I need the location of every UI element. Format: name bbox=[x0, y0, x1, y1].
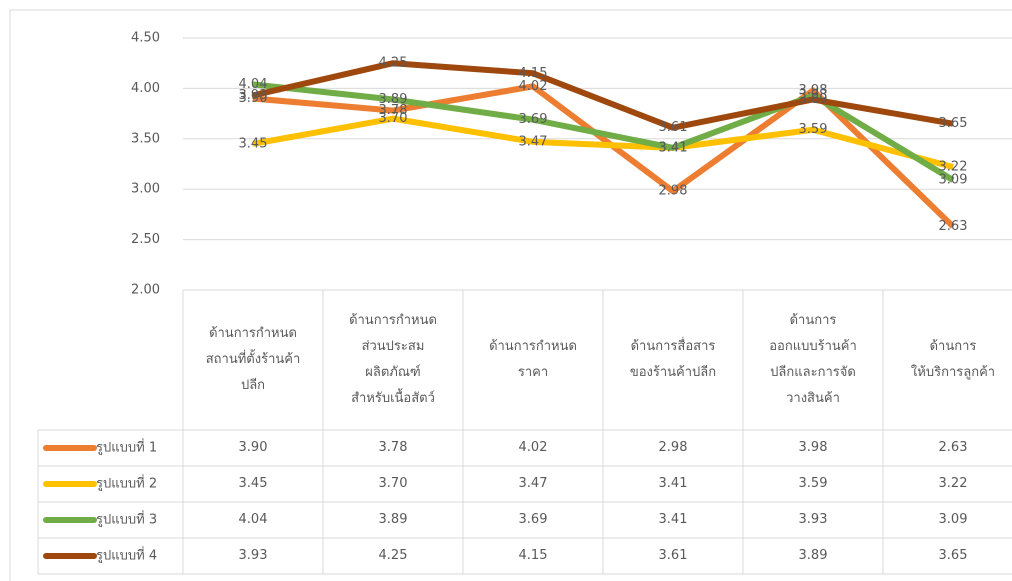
table-value: 4.04 bbox=[238, 512, 268, 527]
table-value: 3.90 bbox=[238, 440, 268, 455]
table-value: 3.47 bbox=[518, 476, 548, 491]
data-label: 4.25 bbox=[379, 56, 408, 71]
y-tick-label: 2.00 bbox=[131, 283, 160, 298]
category-label: ด้านการสื่อสาร ของร้านค้าปลีก bbox=[629, 339, 717, 380]
data-label: 3.98 bbox=[799, 83, 828, 98]
data-label: 3.93 bbox=[799, 88, 828, 103]
table-value: 3.45 bbox=[238, 476, 268, 491]
table-value: 4.15 bbox=[518, 548, 548, 563]
data-label: 3.89 bbox=[379, 92, 408, 107]
legend-label: รูปแบบที่ 4 bbox=[96, 547, 157, 564]
data-label: 3.22 bbox=[939, 160, 968, 175]
data-label: 3.61 bbox=[659, 120, 688, 135]
data-label: 3.41 bbox=[659, 140, 688, 155]
legend-label: รูปแบบที่ 3 bbox=[96, 511, 157, 528]
table-value: 3.09 bbox=[938, 512, 968, 527]
data-label: 3.78 bbox=[379, 103, 408, 118]
data-label: 3.70 bbox=[379, 111, 408, 126]
data-label: 3.93 bbox=[239, 88, 268, 103]
y-tick-label: 4.00 bbox=[131, 81, 160, 96]
table-value: 3.61 bbox=[658, 548, 688, 563]
data-label: 3.47 bbox=[519, 134, 548, 149]
data-label: 3.90 bbox=[239, 91, 268, 106]
table-value: 3.65 bbox=[938, 548, 968, 563]
table-value: 3.41 bbox=[658, 476, 688, 491]
table-value: 3.41 bbox=[658, 512, 688, 527]
category-label: ด้านการกำหนด สถานที่ตั้งร้านค้า ปลีก bbox=[205, 326, 301, 393]
data-label: 3.89 bbox=[799, 92, 828, 107]
legend-label: รูปแบบที่ 2 bbox=[96, 475, 157, 492]
data-label: 3.45 bbox=[239, 136, 268, 151]
table-value: 3.70 bbox=[378, 476, 408, 491]
table-value: 4.02 bbox=[518, 440, 548, 455]
table-value: 3.59 bbox=[798, 476, 828, 491]
data-label: 2.63 bbox=[939, 219, 968, 234]
series-line bbox=[252, 115, 954, 170]
chart-border bbox=[9, 9, 1012, 581]
y-tick-label: 4.50 bbox=[131, 31, 160, 46]
table-value: 2.98 bbox=[658, 440, 688, 455]
table-value: 2.63 bbox=[938, 440, 968, 455]
table-value: 3.22 bbox=[938, 476, 968, 491]
category-label: ด้านการ ออกแบบร้านค้า ปลีกและการจัด วางส… bbox=[769, 313, 857, 406]
y-tick-label: 3.00 bbox=[131, 182, 160, 197]
data-label: 3.41 bbox=[659, 140, 688, 155]
series-line bbox=[252, 60, 954, 131]
category-label: ด้านการกำหนด ราคา bbox=[489, 339, 577, 380]
table-value: 3.69 bbox=[518, 512, 548, 527]
table-value: 3.89 bbox=[378, 512, 408, 527]
table-value: 3.78 bbox=[378, 440, 408, 455]
table-value: 3.98 bbox=[798, 440, 828, 455]
category-label: ด้านการ ให้บริการลูกค้า bbox=[910, 339, 996, 380]
table-value: 3.93 bbox=[238, 548, 268, 563]
category-label: ด้านการกำหนด ส่วนประสม ผลิตภัณฑ์ สำหรับเ… bbox=[349, 313, 437, 406]
y-tick-label: 3.50 bbox=[131, 131, 160, 146]
data-label: 4.04 bbox=[239, 77, 268, 92]
data-label: 4.02 bbox=[519, 79, 548, 94]
series-line bbox=[252, 81, 955, 183]
series-line bbox=[252, 83, 956, 229]
data-label: 3.69 bbox=[519, 112, 548, 127]
data-label: 4.15 bbox=[519, 66, 548, 81]
data-label: 3.09 bbox=[939, 173, 968, 188]
table-value: 4.25 bbox=[378, 548, 408, 563]
data-label: 3.65 bbox=[939, 116, 968, 131]
y-tick-label: 2.50 bbox=[131, 232, 160, 247]
data-label: 3.59 bbox=[799, 122, 828, 137]
data-label: 2.98 bbox=[659, 184, 688, 199]
table-value: 3.89 bbox=[798, 548, 828, 563]
legend-label: รูปแบบที่ 1 bbox=[96, 439, 157, 456]
table-value: 3.93 bbox=[798, 512, 828, 527]
